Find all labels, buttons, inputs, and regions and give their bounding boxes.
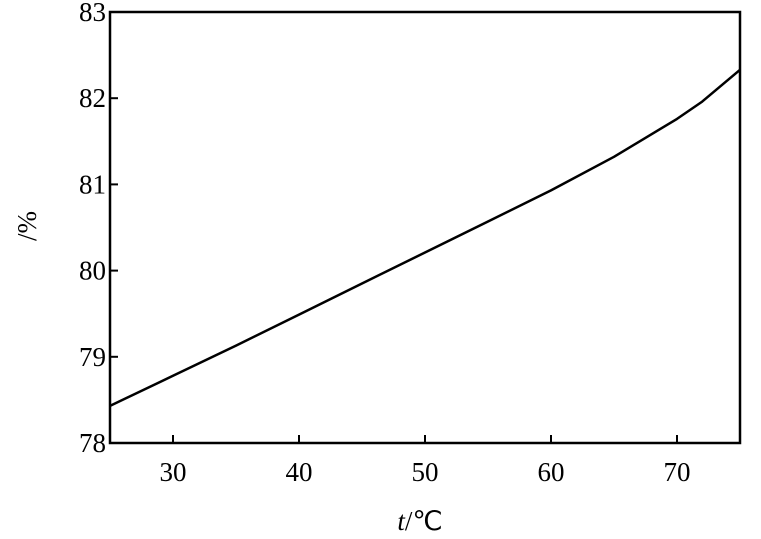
x-tick-label: 50: [412, 457, 439, 487]
series-line: [109, 68, 741, 408]
x-axis-variable: t: [397, 506, 406, 536]
x-tick-label: 60: [538, 457, 565, 487]
x-tick-label: 40: [286, 457, 313, 487]
x-tick-label: 30: [160, 457, 187, 487]
tick-labels: 30 40 50 60 70 78 79 80 81 82 83: [79, 0, 691, 487]
y-tick-label: 81: [79, 169, 106, 199]
plot-border: [108, 10, 742, 445]
y-axis-label: /%: [12, 211, 42, 241]
y-tick-label: 79: [79, 342, 106, 372]
x-tick-label: 70: [664, 457, 691, 487]
plot-frame: [108, 10, 742, 445]
y-tick-label: 78: [79, 428, 106, 458]
y-tick-label: 80: [79, 256, 106, 286]
series-layer: [109, 68, 741, 408]
axis-ticks: [110, 11, 678, 444]
y-tick-label: 82: [79, 83, 106, 113]
x-axis-label: t/℃: [397, 506, 442, 536]
x-axis-unit: /℃: [405, 506, 443, 536]
y-tick-label: 83: [79, 0, 106, 27]
